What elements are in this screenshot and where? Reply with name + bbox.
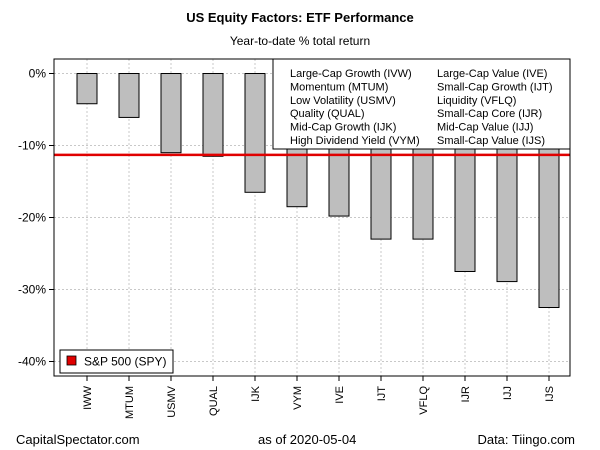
x-tick-label: IJR (460, 386, 472, 403)
legend-bottom: S&P 500 (SPY) (59, 349, 174, 374)
footer-date: as of 2020-05-04 (258, 432, 357, 447)
x-tick-label: MTUM (124, 386, 136, 419)
bar-iww (76, 73, 98, 105)
plot-border (53, 58, 571, 377)
chart-title: US Equity Factors: ETF Performance (186, 10, 414, 25)
legend-bottom-box (59, 349, 174, 374)
y-tick-label: -40% (18, 355, 46, 369)
legend-entry: Large-Cap Value (IVE) (437, 68, 547, 80)
bar-ijk (244, 73, 266, 193)
y-tick-label: -10% (18, 139, 46, 153)
legend-entry: Low Volatility (USMV) (290, 95, 396, 107)
legend-entry: Small-Cap Growth (IJT) (437, 81, 553, 93)
bar-usmv (160, 73, 182, 154)
legend-entry: High Dividend Yield (VYM) (290, 135, 420, 147)
legend-entry: Small-Cap Core (IJR) (437, 108, 542, 120)
x-tick-label: VFLQ (418, 386, 430, 415)
x-tick-label: VYM (292, 386, 304, 410)
footer-data-credit: Data: Tiingo.com (477, 432, 575, 447)
y-tick-label: -30% (18, 283, 46, 297)
legend-entry: Small-Cap Value (IJS) (437, 135, 545, 147)
x-tick-label: QUAL (208, 386, 220, 416)
y-tick-label: 0% (29, 67, 47, 81)
x-tick-label: IJK (250, 385, 262, 402)
bar-qual (202, 73, 224, 157)
legend-swatch-spy (66, 355, 77, 366)
legend-entry: Large-Cap Growth (IVW) (290, 68, 412, 80)
x-axis: IWW MTUM USMV QUAL IJK VYM IVE IJT VFLQ IJR IJJ IJS (82, 376, 556, 419)
legend-label-spy: S&P 500 (SPY) (84, 355, 167, 369)
x-tick-label: IJT (376, 386, 388, 402)
x-tick-label: USMV (166, 385, 178, 417)
legend-top: Large-Cap Growth (IVW)Momentum (MTUM) Low… (272, 58, 571, 150)
legend-entry: Liquidity (VFLQ) (437, 95, 516, 107)
legend-top-box (272, 58, 571, 150)
legend-entry: Quality (QUAL) (290, 108, 365, 120)
legend-entry: Mid-Cap Growth (IJK) (290, 122, 396, 134)
x-tick-label: IJS (544, 386, 556, 402)
legend-entry: Mid-Cap Value (IJJ) (437, 122, 533, 134)
x-tick-label: IWW (82, 385, 94, 409)
y-tick-label: -20% (18, 211, 46, 225)
legend-entry: Momentum (MTUM) (290, 81, 388, 93)
bar-mtum (118, 73, 140, 118)
footer-source: CapitalSpectator.com (16, 432, 140, 447)
y-axis: 0% -10% -20% -30% -40% (18, 67, 54, 369)
x-tick-label: IJJ (502, 386, 514, 400)
chart-subtitle: Year-to-date % total return (229, 34, 371, 48)
x-tick-label: IVE (334, 386, 346, 404)
